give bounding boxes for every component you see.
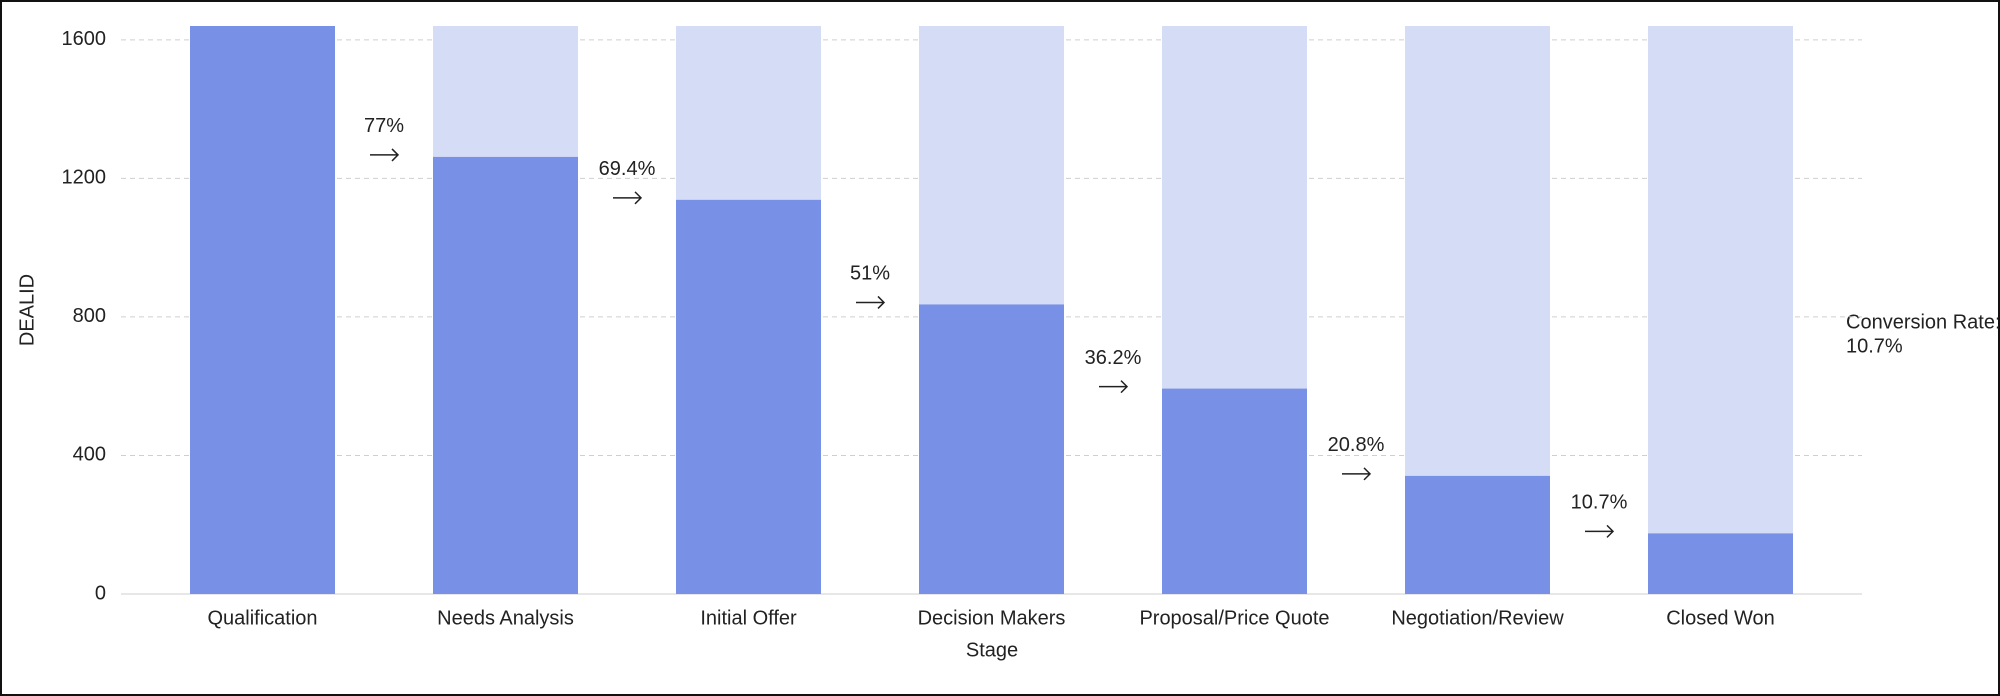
x-tick-label: Decision Makers [918, 607, 1066, 629]
bar [676, 199, 821, 595]
y-tick-label: 1600 [62, 28, 107, 50]
x-tick-label: Proposal/Price Quote [1139, 607, 1329, 629]
arrow [1099, 380, 1129, 394]
conversion-rate: 10.7% [1846, 335, 1903, 357]
x-tick-label: Initial Offer [700, 607, 797, 629]
bar [1648, 533, 1793, 594]
conversion-label: 51% [850, 263, 890, 285]
x-tick-label: Qualification [207, 607, 317, 629]
y-tick-label: 400 [73, 444, 106, 466]
bar [190, 26, 335, 594]
conversion-label: 36.2% [1085, 347, 1142, 369]
conversion-label: 20.8% [1328, 434, 1385, 456]
arrow [370, 148, 400, 162]
bar [1405, 475, 1550, 594]
y-tick-label: 1200 [62, 167, 107, 189]
conversion-label: 10.7% [1571, 492, 1628, 514]
x-tick-label: Closed Won [1666, 607, 1775, 629]
y-tick-label: 0 [95, 582, 106, 604]
bar [1162, 388, 1307, 594]
conversion-rate-title: Conversion Rate: [1846, 311, 2000, 333]
bar [433, 156, 578, 595]
conversion-label: 69.4% [599, 158, 656, 180]
y-axis-label: DEALID [16, 274, 38, 346]
x-tick-label: Negotiation/Review [1391, 607, 1564, 629]
conversion-label: 77% [364, 115, 404, 137]
arrow [1585, 524, 1615, 538]
x-axis-label: Stage [966, 639, 1018, 661]
y-tick-label: 800 [73, 305, 106, 327]
bar [919, 304, 1064, 594]
arrow [1342, 467, 1372, 481]
x-tick-label: Needs Analysis [437, 607, 574, 629]
arrow [613, 191, 643, 205]
arrow [856, 295, 886, 309]
bar-background [1648, 26, 1793, 594]
